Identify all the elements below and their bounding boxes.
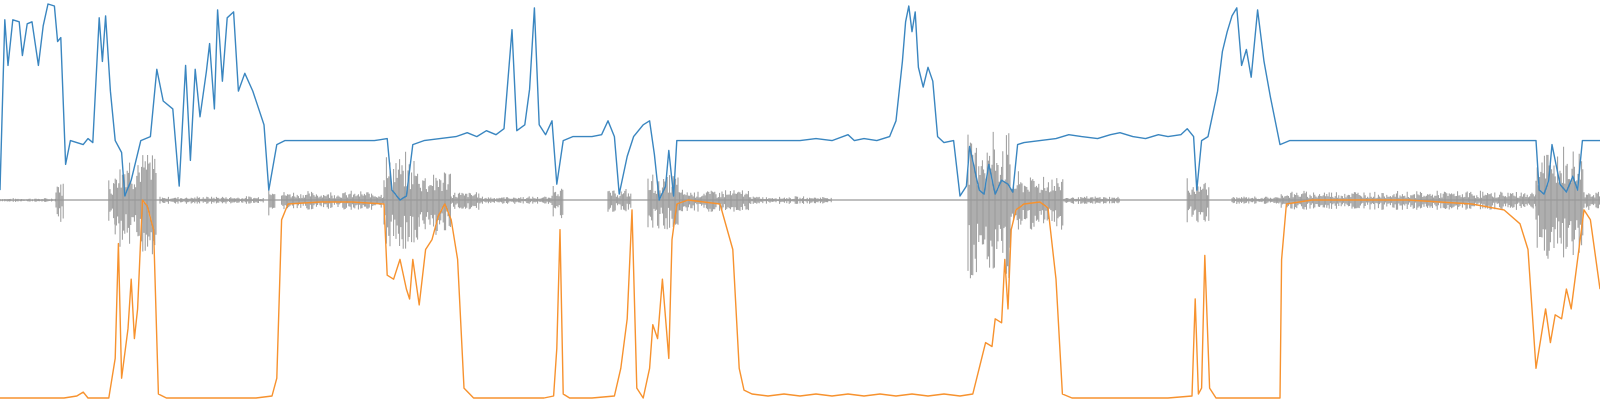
waveform-bars (0, 131, 1600, 279)
series-line-lower (0, 199, 1600, 399)
series-line-upper (0, 3, 1600, 201)
series-waveform (0, 131, 1600, 279)
chart-marks (0, 3, 1600, 399)
